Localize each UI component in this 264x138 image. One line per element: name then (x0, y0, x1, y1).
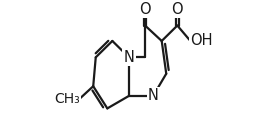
Text: N: N (124, 50, 134, 65)
Text: OH: OH (190, 33, 213, 48)
Text: O: O (172, 2, 183, 17)
Text: CH₃: CH₃ (54, 92, 80, 106)
Text: N: N (148, 88, 159, 103)
Text: O: O (139, 2, 151, 17)
